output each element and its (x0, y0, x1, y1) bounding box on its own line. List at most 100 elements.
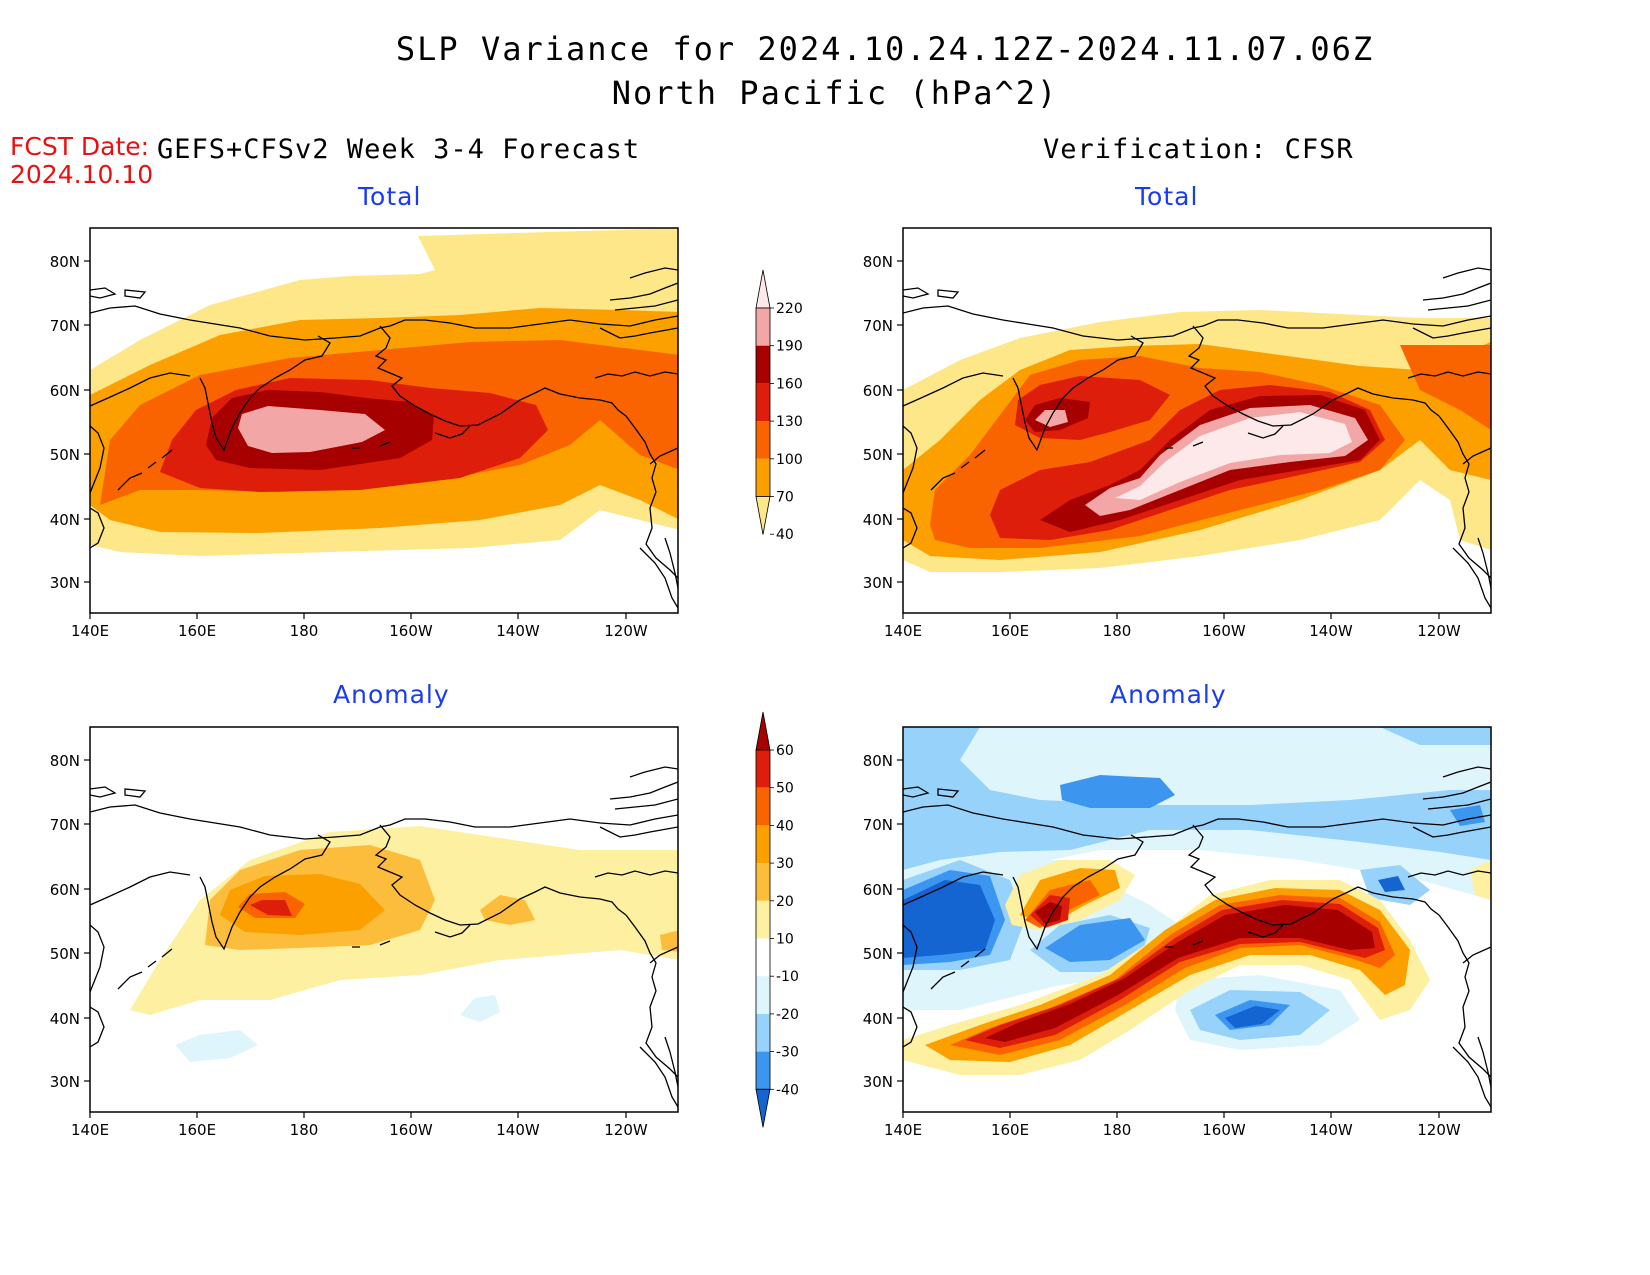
fcst-date-label: FCST Date: (10, 132, 150, 161)
lon-tick-label: 140E (71, 1121, 109, 1139)
lat-tick-label: 50N (863, 446, 893, 464)
lat-tick-label: 40N (50, 1010, 80, 1028)
colorbar-swatch (756, 421, 770, 459)
lon-tick-label: 120W (1417, 622, 1461, 640)
forecast-header: GEFS+CFSv2 Week 3-4 Forecast (157, 134, 641, 165)
chart-title: SLP Variance for 2024.10.24.12Z-2024.11.… (395, 30, 1375, 68)
colorbar-label: 40 (776, 527, 794, 543)
lat-tick-label: 80N (50, 752, 80, 770)
verification-anomaly-panel (902, 726, 1492, 1113)
colorbar-swatch (756, 1013, 770, 1052)
colorbar-label: 160 (776, 376, 803, 392)
verification-total-panel (902, 227, 1492, 614)
lon-tick-label: 160W (1202, 1121, 1246, 1139)
lat-tick-label: 40N (863, 1010, 893, 1028)
lat-tick-label: 70N (863, 816, 893, 834)
lon-tick-label: 160W (389, 622, 433, 640)
lat-tick-label: 50N (863, 945, 893, 963)
colorbar-label: -40 (776, 1082, 799, 1098)
lon-tick-label: 160W (1202, 622, 1246, 640)
lon-tick-label: 140E (884, 1121, 922, 1139)
colorbar-arrow-top (755, 269, 771, 309)
colorbar-swatch (756, 383, 770, 422)
lat-tick-label: 40N (50, 511, 80, 529)
colorbar-swatch (756, 345, 770, 384)
lat-tick-label: 30N (863, 574, 893, 592)
lat-tick-label: 60N (863, 881, 893, 899)
lon-tick-label: 120W (1417, 1121, 1461, 1139)
panel-title-forecast-total: Total (358, 182, 422, 211)
colorbar-arrow-bottom (755, 1088, 771, 1128)
chart-subtitle: North Pacific (hPa^2) (611, 74, 1059, 112)
colorbar-swatch (756, 825, 770, 864)
lon-tick-label: 160E (178, 622, 216, 640)
colorbar-arrow-top (755, 711, 771, 751)
lon-tick-label: 160E (991, 622, 1029, 640)
colorbar-label: 50 (776, 781, 794, 797)
colorbar-swatch (756, 900, 770, 939)
lat-tick-label: 50N (50, 446, 80, 464)
lon-tick-label: 180 (290, 622, 319, 640)
lon-tick-label: 180 (1103, 1121, 1132, 1139)
colorbar-swatch (756, 308, 770, 346)
colorbar-swatch (756, 750, 770, 788)
lon-tick-label: 180 (290, 1121, 319, 1139)
colorbar-anomaly: 60 50 40 30 20 10 -10 -20 -30 -40 (755, 711, 799, 1128)
colorbar-label: 30 (776, 856, 794, 872)
colorbar-swatch (756, 787, 770, 826)
lat-tick-label: 80N (863, 752, 893, 770)
panel-title-verification-anomaly: Anomaly (1110, 680, 1227, 709)
panel-title-forecast-anomaly: Anomaly (333, 680, 450, 709)
colorbar-swatch (756, 458, 770, 497)
lon-tick-label: 140E (71, 622, 109, 640)
lon-tick-label: 140W (496, 622, 540, 640)
lon-tick-label: 140W (496, 1121, 540, 1139)
lat-tick-label: 60N (50, 881, 80, 899)
lat-tick-label: 70N (50, 816, 80, 834)
lon-tick-label: 140E (884, 622, 922, 640)
colorbar-swatch (756, 863, 770, 901)
lon-tick-label: 160E (991, 1121, 1029, 1139)
colorbar-label: 70 (776, 490, 794, 506)
lon-tick-label: 180 (1103, 622, 1132, 640)
lat-tick-label: 30N (50, 574, 80, 592)
colorbar-arrow-bottom (755, 496, 771, 535)
colorbar-label: 20 (776, 894, 794, 910)
lon-tick-label: 120W (604, 1121, 648, 1139)
lat-tick-label: 80N (50, 253, 80, 271)
lon-tick-label: 160E (178, 1121, 216, 1139)
colorbar-swatch (756, 1051, 770, 1090)
colorbar-label: 40 (776, 818, 794, 834)
colorbar-total: 220 190 160 130 100 70 40 (755, 269, 803, 543)
colorbar-label: -20 (776, 1007, 799, 1023)
colorbar-swatch (756, 976, 770, 1014)
lat-tick-label: 60N (50, 382, 80, 400)
panel-title-verification-total: Total (1135, 182, 1199, 211)
lon-tick-label: 120W (604, 622, 648, 640)
lon-tick-label: 160W (389, 1121, 433, 1139)
lat-tick-label: 30N (50, 1073, 80, 1091)
lat-tick-label: 70N (863, 317, 893, 335)
lon-tick-label: 140W (1309, 622, 1353, 640)
forecast-total-panel (89, 227, 679, 614)
colorbar-swatch (756, 938, 770, 977)
lat-tick-label: 80N (863, 253, 893, 271)
colorbar-label: 220 (776, 301, 803, 317)
lat-tick-label: 60N (863, 382, 893, 400)
colorbar-label: 190 (776, 339, 803, 355)
colorbar-label: -10 (776, 969, 799, 985)
colorbar-label: 60 (776, 743, 794, 759)
colorbar-label: 130 (776, 414, 803, 430)
fcst-date-value: 2024.10.10 (10, 160, 154, 189)
lat-tick-label: 30N (863, 1073, 893, 1091)
colorbar-label: -30 (776, 1045, 799, 1061)
lat-tick-label: 40N (863, 511, 893, 529)
lon-tick-label: 140W (1309, 1121, 1353, 1139)
lat-tick-label: 70N (50, 317, 80, 335)
lat-tick-label: 50N (50, 945, 80, 963)
colorbar-label: 10 (776, 932, 794, 948)
colorbar-label: 100 (776, 452, 803, 468)
forecast-anomaly-panel (89, 726, 679, 1113)
verification-header: Verification: CFSR (1043, 134, 1354, 165)
